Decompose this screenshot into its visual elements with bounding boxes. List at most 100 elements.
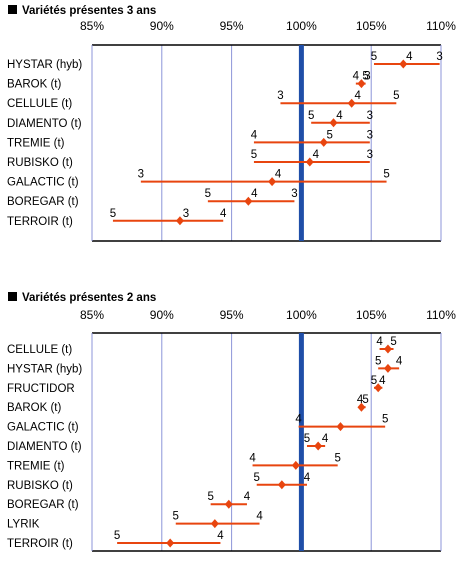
value-marker — [291, 460, 300, 470]
x-tick-label: 110% — [426, 308, 456, 322]
chart-2-ans: Variétés présentes 2 ans 85% 90% 95% 100% 10… — [7, 292, 456, 552]
value-marker — [268, 177, 277, 187]
chart-3-ans: Variétés présentes 3 ans 85% 90% 95% 100% 10… — [7, 5, 456, 242]
data-label: 4 — [406, 51, 413, 63]
data-label: 4 — [251, 188, 258, 200]
value-marker — [224, 499, 233, 509]
value-marker — [347, 98, 356, 108]
value-marker — [175, 216, 184, 226]
title-square-icon — [8, 5, 17, 14]
category-label: TREMIE (t) — [7, 460, 65, 472]
x-tick-label: 105% — [356, 19, 387, 33]
data-label: 3 — [291, 188, 297, 200]
data-label: 4 — [295, 414, 302, 426]
data-label: 4 — [354, 90, 361, 102]
data-label: 5 — [173, 511, 179, 523]
title-square-icon — [8, 292, 17, 301]
data-label: 3 — [367, 110, 373, 122]
data-label: 5 — [371, 51, 377, 63]
category-label: TERROIR (t) — [7, 538, 73, 550]
data-label: 4 — [379, 375, 386, 387]
data-label: 5 — [371, 375, 377, 387]
value-marker — [210, 519, 219, 529]
category-label: RUBISKO (t) — [7, 480, 73, 492]
data-label: 4 — [217, 530, 224, 542]
value-marker — [383, 344, 392, 354]
data-label: 4 — [357, 394, 364, 406]
category-label: DIAMENTO (t) — [7, 118, 82, 130]
value-marker — [329, 118, 338, 128]
data-label: 4 — [249, 452, 256, 464]
x-tick-label: 90% — [150, 19, 174, 33]
data-label: 5 — [393, 90, 399, 102]
data-label: 5 — [114, 530, 120, 542]
category-label: TERROIR (t) — [7, 216, 73, 228]
value-marker — [314, 441, 323, 451]
category-label: TREMIE (t) — [7, 137, 65, 149]
data-label: 5 — [382, 414, 388, 426]
category-label: GALACTIC (t) — [7, 422, 79, 434]
data-label: 4 — [256, 511, 263, 523]
x-tick-label: 100% — [286, 308, 317, 322]
category-label: GALACTIC (t) — [7, 177, 79, 189]
data-label: 4 — [244, 491, 251, 503]
value-marker — [166, 538, 175, 548]
data-label: 4 — [304, 472, 311, 484]
category-label: HYSTAR (hyb) — [7, 363, 82, 375]
data-label: 3 — [364, 71, 370, 83]
value-marker — [277, 480, 286, 490]
data-label: 5 — [362, 71, 368, 83]
x-tick-label: 95% — [220, 308, 244, 322]
value-marker — [319, 137, 328, 147]
category-label: BAROK (t) — [7, 402, 61, 414]
data-label: 5 — [362, 394, 368, 406]
data-label: 4 — [336, 110, 343, 122]
value-marker — [336, 422, 345, 432]
value-marker — [244, 196, 253, 206]
value-marker — [374, 383, 383, 393]
data-label: 4 — [396, 355, 403, 367]
data-label: 3 — [436, 51, 442, 63]
category-label: LYRIK — [7, 519, 40, 531]
data-label: 5 — [207, 491, 213, 503]
data-label: 5 — [110, 208, 116, 220]
data-label: 5 — [251, 149, 257, 161]
category-label: CELLULE (t) — [7, 98, 72, 110]
data-label: 5 — [334, 452, 340, 464]
category-label: BAROK (t) — [7, 79, 61, 91]
x-tick-label: 105% — [356, 308, 387, 322]
data-label: 5 — [383, 169, 389, 181]
data-label: 5 — [304, 433, 310, 445]
data-label: 5 — [390, 336, 396, 348]
data-label: 5 — [308, 110, 314, 122]
data-label: 5 — [375, 355, 381, 367]
data-label: 3 — [277, 90, 283, 102]
chart-title: Variétés présentes 3 ans — [22, 5, 156, 17]
data-label: 3 — [183, 208, 189, 220]
data-label: 3 — [367, 149, 373, 161]
value-marker — [357, 402, 366, 412]
data-label: 3 — [138, 169, 144, 181]
data-label: 5 — [327, 129, 333, 141]
category-label: CELLULE (t) — [7, 344, 72, 356]
category-label: DIAMENTO (t) — [7, 441, 82, 453]
data-label: 4 — [376, 336, 383, 348]
category-label: HYSTAR (hyb) — [7, 59, 82, 71]
data-label: 5 — [254, 472, 260, 484]
value-marker — [305, 157, 314, 167]
value-marker — [399, 59, 408, 69]
data-label: 3 — [367, 129, 373, 141]
category-label: FRUCTIDOR — [7, 383, 75, 395]
category-label: RUBISKO (t) — [7, 157, 73, 169]
x-tick-label: 85% — [80, 19, 104, 33]
x-tick-label: 110% — [426, 19, 456, 33]
data-label: 4 — [322, 433, 329, 445]
chart-title: Variétés présentes 2 ans — [22, 292, 156, 304]
category-label: BOREGAR (t) — [7, 499, 79, 511]
category-label: BOREGAR (t) — [7, 196, 79, 208]
x-tick-label: 95% — [220, 19, 244, 33]
value-marker — [383, 363, 392, 373]
x-tick-label: 85% — [80, 308, 104, 322]
x-tick-label: 100% — [286, 19, 317, 33]
data-label: 4 — [220, 208, 227, 220]
